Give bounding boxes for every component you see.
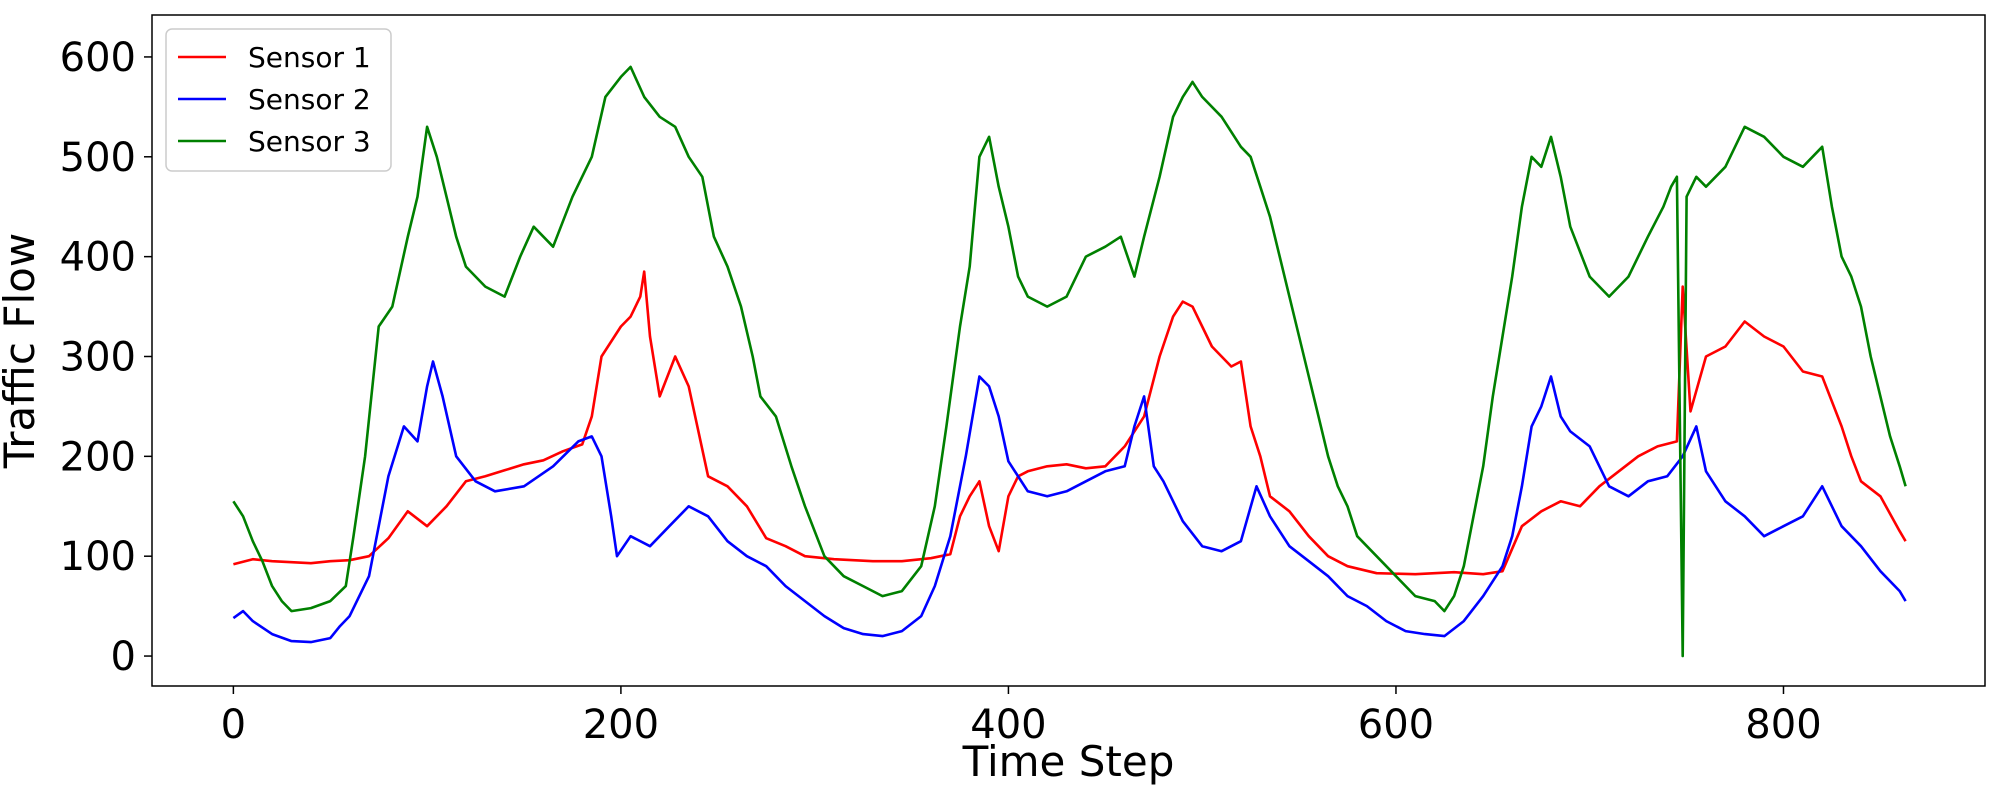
legend: Sensor 1 Sensor 2 Sensor 3 — [165, 28, 392, 172]
y-tick-label: 0 — [111, 634, 136, 680]
legend-entry: Sensor 3 — [248, 125, 371, 158]
legend-entry: Sensor 2 — [248, 83, 371, 116]
x-tick-label: 400 — [970, 702, 1046, 748]
series-layer — [232, 65, 1907, 658]
y-tick-label: 200 — [60, 434, 136, 480]
plot-frame — [151, 14, 1986, 687]
series-line-sensor-3 — [232, 65, 1907, 658]
x-tick-label: 200 — [583, 702, 659, 748]
x-tick-label: 0 — [221, 702, 246, 748]
y-tick-label: 500 — [60, 135, 136, 181]
y-tick-label: 600 — [60, 35, 136, 81]
series-line-sensor-1 — [233, 270, 1907, 576]
y-axis: 0 100 200 300 400 500 600 — [60, 35, 152, 680]
y-axis-label: Traffic Flow — [0, 233, 44, 469]
x-axis: 0 200 400 600 800 — [221, 686, 1822, 748]
x-tick-label: 800 — [1745, 702, 1821, 748]
x-tick-label: 600 — [1358, 702, 1434, 748]
y-tick-label: 100 — [60, 534, 136, 580]
y-tick-label: 400 — [60, 235, 136, 281]
series-line-sensor-2 — [232, 360, 1907, 644]
x-axis-label: Time Step — [962, 737, 1175, 786]
legend-entry: Sensor 1 — [248, 41, 371, 74]
y-tick-label: 300 — [60, 334, 136, 380]
legend-box — [165, 28, 392, 172]
